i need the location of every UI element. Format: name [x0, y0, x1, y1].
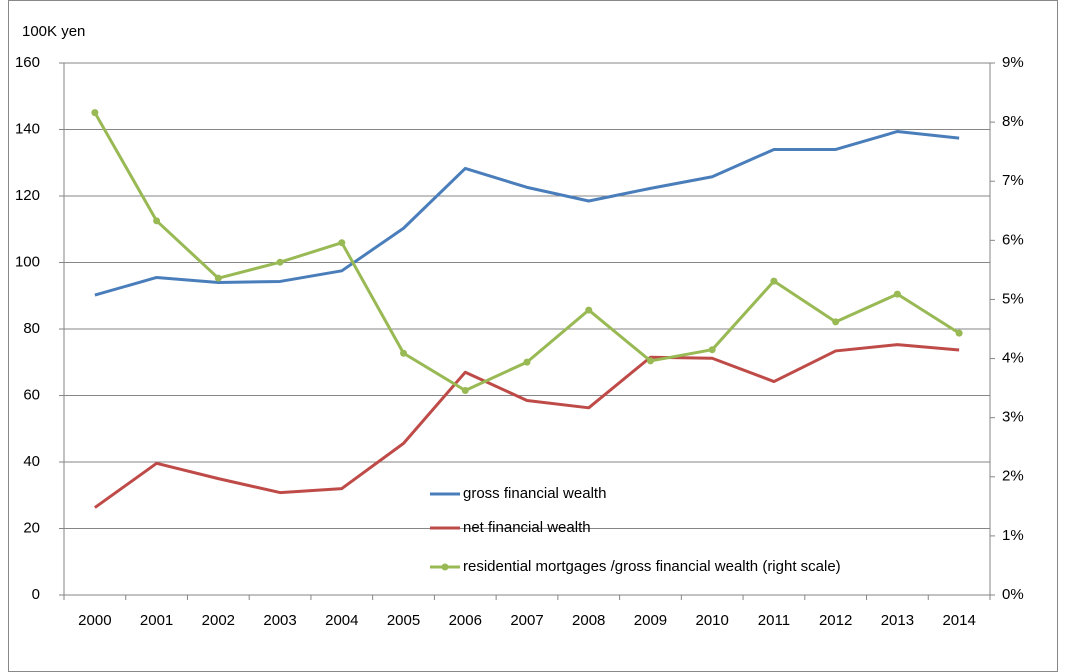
y2-tick-label: 4% — [1002, 350, 1024, 367]
y-tick-label: 20 — [23, 519, 40, 536]
series-marker — [400, 349, 408, 357]
series-marker — [153, 217, 161, 225]
series-line — [94, 129, 960, 297]
series-marker — [708, 346, 716, 354]
x-tick-label: 2008 — [572, 612, 605, 629]
series-marker — [770, 277, 778, 285]
x-tick-label: 2000 — [78, 612, 111, 629]
series-marker — [461, 386, 469, 394]
legend-label: gross financial wealth — [463, 485, 606, 502]
x-tick-label: 2002 — [202, 612, 235, 629]
y-tick-label: 120 — [15, 187, 40, 204]
series-marker — [893, 290, 901, 298]
series-marker — [276, 258, 284, 266]
series-marker — [214, 274, 222, 282]
series-line — [93, 343, 960, 509]
y-axis-label: 100K yen — [22, 23, 85, 40]
y2-tick-label: 3% — [1002, 409, 1024, 426]
y2-tick-label: 7% — [1002, 172, 1024, 189]
series-marker — [646, 357, 654, 365]
y2-tick-label: 2% — [1002, 468, 1024, 485]
y-tick-label: 80 — [23, 320, 40, 337]
x-tick-label: 2013 — [881, 612, 914, 629]
y2-tick-label: 1% — [1002, 527, 1024, 544]
x-tick-label: 2006 — [449, 612, 482, 629]
series-marker — [91, 109, 99, 117]
y-tick-label: 40 — [23, 453, 40, 470]
y-tick-label: 140 — [15, 120, 40, 137]
series-marker — [832, 318, 840, 326]
x-tick-label: 2005 — [387, 612, 420, 629]
y2-tick-label: 6% — [1002, 231, 1024, 248]
x-tick-label: 2010 — [696, 612, 729, 629]
series-marker — [523, 358, 531, 366]
x-tick-label: 2007 — [510, 612, 543, 629]
legend-label: residential mortgages /gross financial w… — [463, 558, 841, 575]
y-tick-label: 60 — [23, 386, 40, 403]
series-marker — [955, 329, 963, 337]
y-tick-label: 0 — [32, 586, 40, 603]
y2-tick-label: 0% — [1002, 586, 1024, 603]
series-marker — [585, 306, 593, 314]
x-tick-label: 2001 — [140, 612, 173, 629]
y2-tick-label: 5% — [1002, 290, 1024, 307]
x-tick-label: 2009 — [634, 612, 667, 629]
x-tick-label: 2004 — [325, 612, 358, 629]
legend-label: net financial wealth — [463, 519, 591, 536]
series-line — [93, 111, 960, 392]
legend-marker — [441, 563, 449, 571]
series-marker — [338, 239, 346, 247]
y2-tick-label: 9% — [1002, 54, 1024, 71]
x-tick-label: 2011 — [758, 612, 790, 629]
y2-tick-label: 8% — [1002, 113, 1024, 130]
x-tick-label: 2014 — [942, 612, 975, 629]
y-tick-label: 100 — [15, 253, 40, 270]
x-tick-label: 2003 — [263, 612, 296, 629]
y-tick-label: 160 — [15, 54, 40, 71]
x-tick-label: 2012 — [819, 612, 852, 629]
